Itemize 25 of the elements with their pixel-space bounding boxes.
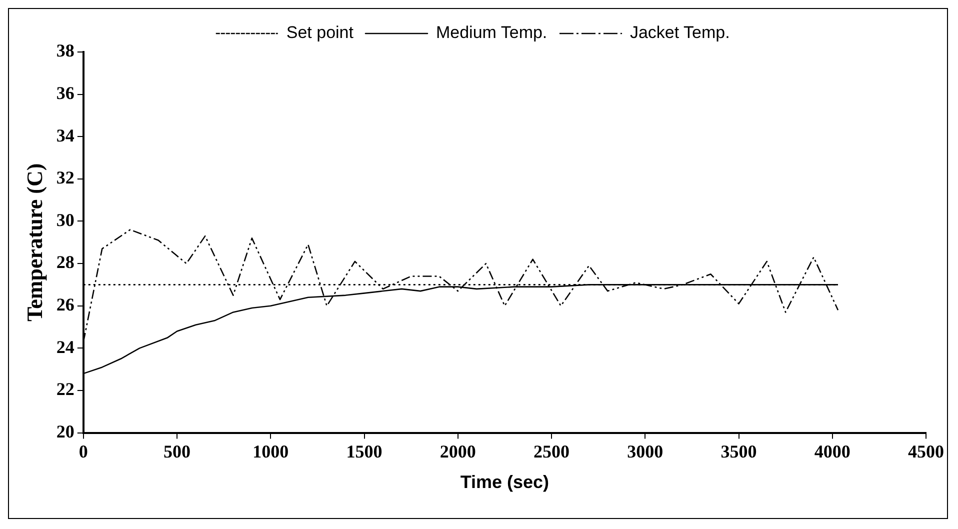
y-tick-label: 24 bbox=[56, 336, 74, 357]
y-tick-label: 38 bbox=[56, 40, 74, 61]
y-tick-label: 22 bbox=[56, 379, 74, 400]
y-axis-title: Temperature (C) bbox=[22, 163, 47, 322]
x-tick-label: 0 bbox=[78, 441, 88, 462]
x-axis-title: Time (sec) bbox=[460, 472, 550, 492]
legend-label: Medium Temp. bbox=[436, 23, 548, 42]
x-tick-label: 1000 bbox=[252, 441, 289, 462]
x-tick-label: 3500 bbox=[720, 441, 757, 462]
x-tick-label: 1500 bbox=[346, 441, 382, 462]
y-tick-label: 20 bbox=[56, 421, 74, 442]
x-tick-label: 4500 bbox=[908, 441, 944, 462]
legend-label: Set point bbox=[286, 23, 354, 42]
x-tick-label: 2500 bbox=[534, 441, 570, 462]
y-tick-label: 30 bbox=[56, 210, 74, 230]
y-tick-label: 34 bbox=[56, 125, 74, 146]
y-tick-label: 26 bbox=[56, 294, 74, 315]
legend-label: Jacket Temp. bbox=[630, 23, 730, 42]
y-tick-label: 32 bbox=[56, 168, 74, 188]
x-tick-label: 2000 bbox=[440, 441, 476, 462]
y-tick-label: 36 bbox=[56, 82, 74, 103]
y-tick-label: 28 bbox=[56, 252, 74, 272]
x-tick-label: 3000 bbox=[627, 441, 664, 462]
x-tick-label: 4000 bbox=[814, 441, 850, 462]
x-tick-label: 500 bbox=[164, 441, 191, 462]
